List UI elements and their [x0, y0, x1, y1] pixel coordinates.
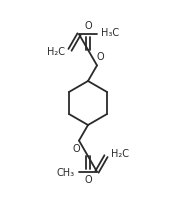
- Text: O: O: [96, 52, 104, 62]
- Text: H₂C: H₂C: [111, 149, 129, 159]
- Text: CH₃: CH₃: [57, 168, 75, 178]
- Text: H₂C: H₂C: [47, 47, 65, 57]
- Text: O: O: [72, 144, 80, 154]
- Text: H₃C: H₃C: [101, 28, 119, 38]
- Text: O: O: [84, 176, 92, 185]
- Text: O: O: [84, 21, 92, 30]
